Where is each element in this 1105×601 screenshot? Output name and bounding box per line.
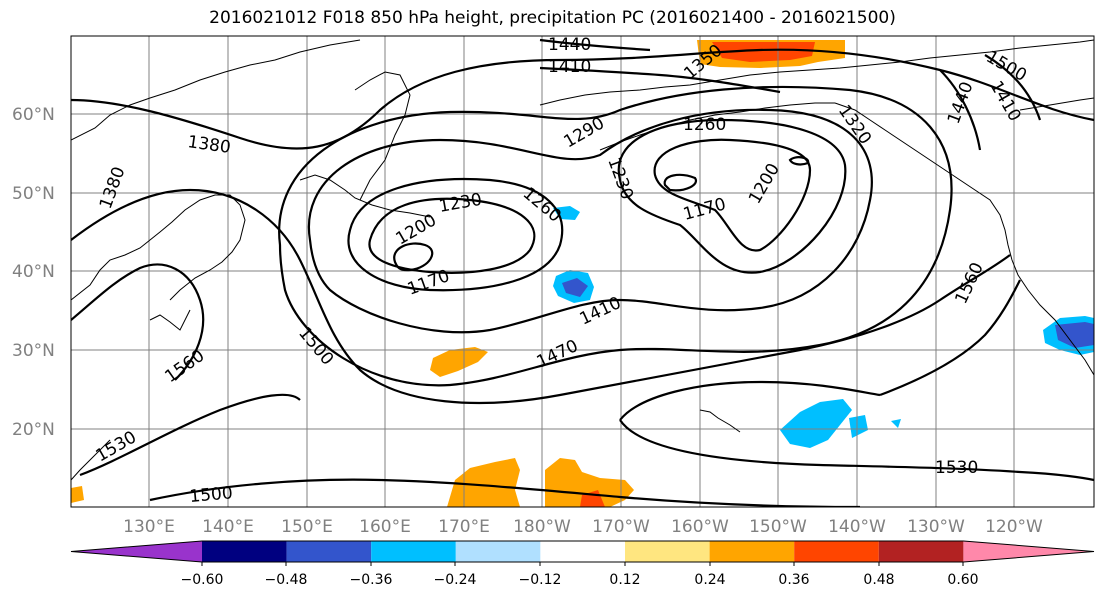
contour-1200-east: [653, 138, 812, 252]
colorbar-segment: [455, 541, 541, 562]
precip-negative-california-core: [1055, 322, 1094, 348]
colorbar-ticks: −0.60 −0.48 −0.36 −0.24 −0.12 0.12 0.24 0.36 0.4…: [181, 562, 979, 588]
lon-label: 170°E: [438, 517, 490, 537]
contour-1560-east: [879, 279, 1021, 397]
coast-taiwan: [71, 439, 111, 481]
contour-1410-top: [539, 66, 781, 94]
contour-label: 1440: [548, 35, 591, 55]
colorbar-segment: [71, 541, 202, 562]
contour-1470-right: [984, 54, 1042, 121]
latitude-labels: 60°N 50°N 40°N 30°N 20°N: [12, 105, 55, 440]
precip-negative-patch-5: [849, 415, 868, 438]
contour-1410: [278, 85, 953, 387]
contour-1170-west: [393, 242, 434, 272]
contour-1230-east: [617, 118, 847, 274]
lat-label: 20°N: [12, 420, 55, 440]
coast-siberia: [71, 39, 361, 141]
precip-positive-alaska-core: [712, 42, 815, 62]
coast-hawaii: [699, 409, 741, 433]
colorbar-segment: [878, 541, 964, 562]
map-frame: [70, 35, 1095, 508]
precip-positive-patch-3: [430, 347, 488, 377]
coast-north-america: [834, 102, 1094, 376]
lon-label: 180°W: [513, 517, 571, 537]
lon-label: 120°W: [985, 517, 1043, 537]
colorbar-segment: [963, 541, 1094, 562]
contour-1530-east: [619, 419, 1094, 482]
colorbar-segment: [794, 541, 879, 562]
colorbar-segment: [709, 541, 795, 562]
lat-label: 60°N: [12, 105, 55, 125]
precip-negative-patch-6: [891, 419, 901, 428]
colorbar-tick-label: 0.36: [778, 572, 809, 588]
precip-positive-patch-7: [447, 458, 520, 507]
contour-1440-right: [939, 69, 982, 151]
lon-label: 160°W: [671, 517, 729, 537]
contour-1170-east-a: [663, 173, 698, 192]
lon-label: 140°E: [202, 517, 254, 537]
colorbar-tick-label: −0.12: [519, 572, 562, 588]
precip-positive-patch-8: [545, 458, 634, 507]
map-title: 2016021012 F018 850 hPa height, precipit…: [209, 8, 896, 28]
contour-1500-south: [149, 478, 861, 507]
lon-label: 150°E: [281, 517, 333, 537]
colorbar-segment: [371, 541, 456, 562]
colorbar: [70, 540, 1095, 563]
contour-1200-west: [368, 197, 536, 274]
colorbar-tick-label: 0.12: [609, 572, 640, 588]
colorbar-segment: [625, 541, 710, 562]
height-contours: [71, 38, 1094, 507]
lon-label: 130°E: [123, 517, 175, 537]
colorbar-tick-label: −0.48: [265, 572, 308, 588]
colorbar-tick-label: −0.36: [350, 572, 393, 588]
precip-shading: [71, 40, 1094, 507]
precip-positive-patch-9: [71, 486, 84, 503]
lat-label: 50°N: [12, 184, 55, 204]
coast-alaska-north: [539, 39, 1094, 106]
contour-1290: [307, 108, 873, 334]
lon-label: 140°W: [828, 517, 886, 537]
contour-1230-west: [347, 177, 564, 292]
colorbar-segment: [202, 541, 287, 562]
coast-aleutians: [599, 102, 835, 151]
colorbar-tick-label: 0.24: [694, 572, 725, 588]
coast-kyushu: [149, 309, 191, 331]
precip-negative-core-2: [562, 278, 588, 297]
coast-asia-japan: [71, 194, 246, 301]
precip-negative-patch-4: [780, 399, 852, 448]
contour-label: 1410: [548, 57, 591, 77]
lat-label: 40°N: [12, 262, 55, 282]
lon-label: 170°W: [592, 517, 650, 537]
colorbar-segment: [286, 541, 372, 562]
colorbar-segment: [540, 541, 625, 562]
colorbar-tick-label: −0.60: [181, 572, 224, 588]
lon-label: 150°W: [749, 517, 807, 537]
lon-label: 130°W: [907, 517, 965, 537]
colorbar-tick-label: 0.48: [863, 572, 894, 588]
contour-1500: [71, 188, 1011, 405]
contour-1560-west: [71, 263, 205, 381]
contour-label: 1530: [935, 458, 978, 478]
contour-1170-east-b: [788, 156, 810, 166]
contour-1530-west: [79, 393, 301, 477]
lon-label: 160°E: [359, 517, 411, 537]
colorbar-tick-label: 0.60: [947, 572, 978, 588]
coast-kuril: [299, 174, 431, 218]
contour-label: 1260: [683, 115, 726, 135]
longitude-labels: 130°E 140°E 150°E 160°E 170°E 180°W 170°…: [123, 517, 1043, 537]
contour-1440-top: [539, 38, 651, 52]
contour-label: 1500: [189, 483, 234, 507]
contour-1380: [71, 48, 1094, 150]
coastlines: [71, 39, 1094, 481]
graticule: [71, 36, 1094, 507]
colorbar-tick-label: −0.24: [434, 572, 477, 588]
lat-label: 30°N: [12, 341, 55, 361]
coast-kamchatka: [354, 71, 411, 201]
contour-1530-mid: [619, 380, 881, 421]
